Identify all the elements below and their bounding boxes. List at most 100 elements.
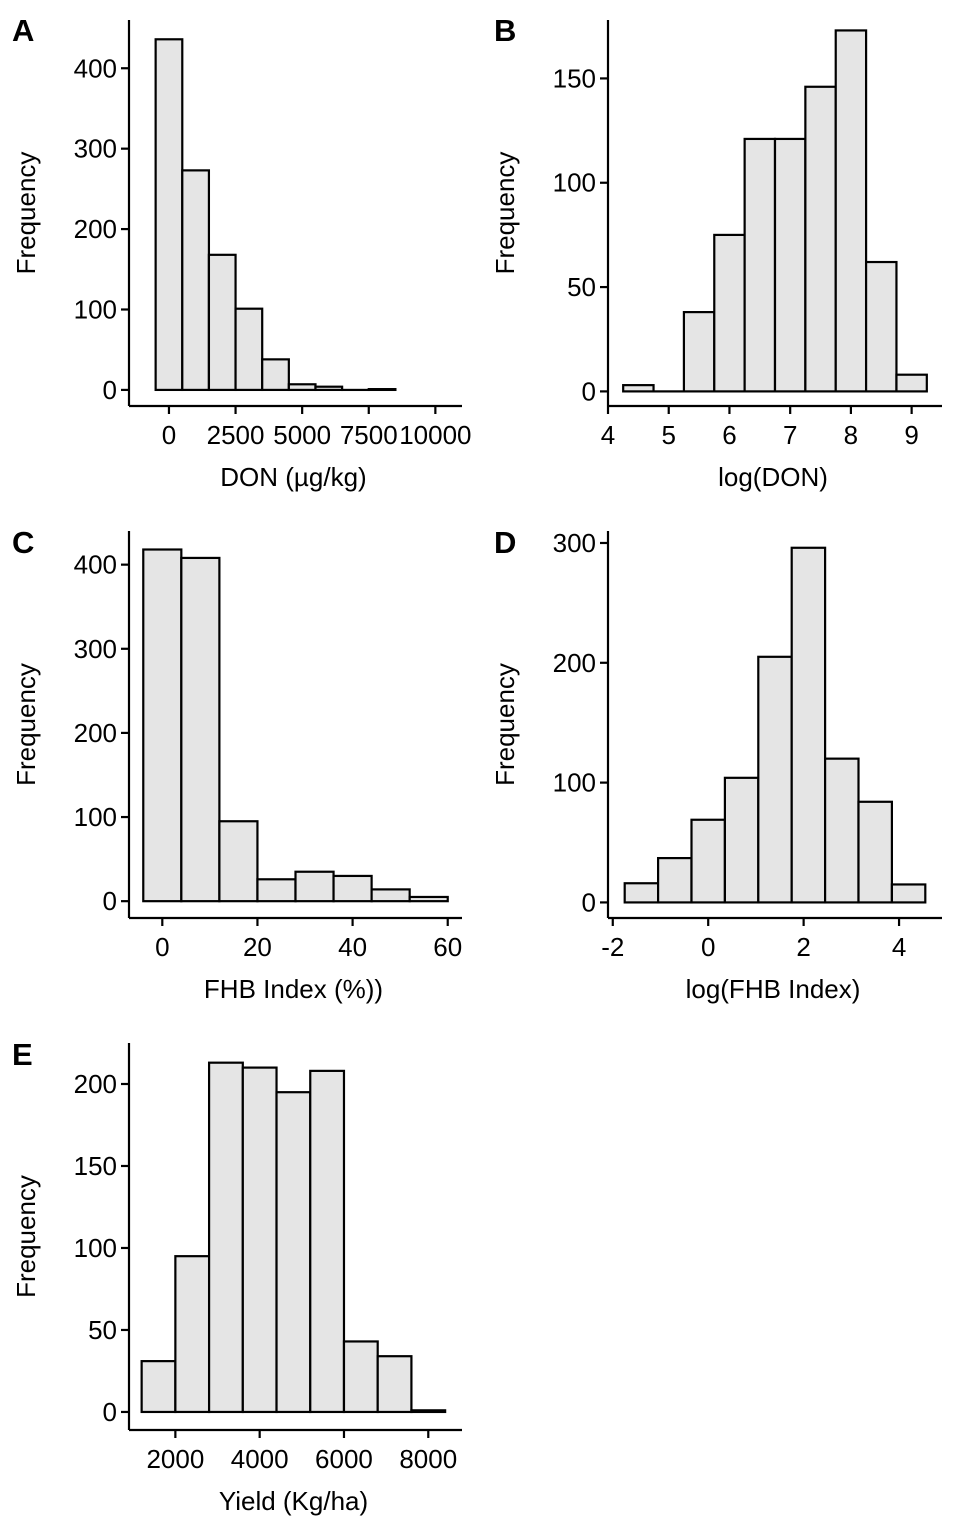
x-axis-title: DON (µg/kg) <box>220 462 366 492</box>
histogram-bar <box>234 307 264 392</box>
y-tick-label: 0 <box>582 376 596 406</box>
histogram-bar <box>834 29 868 393</box>
histogram-bar <box>154 38 184 392</box>
y-tick-label: 100 <box>553 768 596 798</box>
histogram-bar <box>857 800 894 904</box>
histogram-bar <box>656 856 693 904</box>
y-tick-label: 0 <box>582 887 596 917</box>
histogram-bar <box>804 85 837 393</box>
y-axis-title: Frequency <box>11 152 41 275</box>
x-tick-label: 8000 <box>399 1444 457 1474</box>
histogram-bar <box>174 1255 211 1414</box>
histogram-bar <box>342 1340 379 1414</box>
panel-e: E 2000 4000 6000 8000 0 50 100 150 200 Yield (Kg/h… <box>11 1037 462 1516</box>
x-axis-title: log(DON) <box>718 462 828 492</box>
histogram-bar <box>142 548 183 903</box>
histogram-bar <box>823 757 860 904</box>
x-tick-label: 8 <box>844 420 858 450</box>
histogram-bar <box>410 1409 447 1414</box>
histogram-bar <box>890 883 927 904</box>
histogram-bar <box>314 385 344 392</box>
y-tick-label: 300 <box>74 634 117 664</box>
histogram-bar <box>690 818 727 904</box>
y-tick-label: 50 <box>88 1315 117 1345</box>
histogram-bar <box>294 870 335 903</box>
panel-c: C 0 20 40 60 0 100 200 300 400 FHB Index (%)) Frequ… <box>11 525 462 1004</box>
histogram-bar <box>790 546 827 904</box>
histogram-bar <box>218 820 259 903</box>
y-tick-label: 150 <box>74 1151 117 1181</box>
y-tick-label: 0 <box>103 886 117 916</box>
histogram-bar <box>207 253 237 392</box>
panel-letter: B <box>494 13 516 48</box>
y-tick-label: 300 <box>74 134 117 164</box>
histogram-bar <box>773 137 807 393</box>
y-tick-label: 300 <box>553 528 596 558</box>
panel-a: A 0 2500 5000 7500 10000 0 100 200 300 400 DON (µg/… <box>11 13 472 492</box>
histogram-bar <box>682 311 716 393</box>
histogram-bar <box>623 882 660 904</box>
histogram-bar <box>408 895 449 903</box>
y-tick-label: 50 <box>567 272 596 302</box>
x-tick-label: 4 <box>601 420 615 450</box>
x-tick-label: 7 <box>783 420 797 450</box>
x-tick-label: 7500 <box>340 420 398 450</box>
x-tick-label: 6 <box>722 420 736 450</box>
panel-letter: E <box>12 1037 33 1072</box>
y-axis-title: Frequency <box>490 152 520 275</box>
y-tick-label: 100 <box>553 168 596 198</box>
y-tick-label: 150 <box>553 63 596 93</box>
y-tick-label: 200 <box>74 214 117 244</box>
panel-b: B 4 5 6 7 8 9 0 50 100 150 log(DON) Frequency <box>490 13 942 492</box>
histogram-bar <box>275 1091 312 1414</box>
x-tick-label: 60 <box>433 932 462 962</box>
histogram-bar <box>181 169 211 392</box>
y-axis-title: Frequency <box>490 663 520 786</box>
panel-letter: A <box>12 13 34 48</box>
x-tick-label: 4 <box>892 932 906 962</box>
y-axis-title: Frequency <box>11 1175 41 1298</box>
histogram-bar <box>367 388 397 392</box>
x-axis-title: FHB Index (%)) <box>204 974 383 1004</box>
x-tick-label: 6000 <box>315 1444 373 1474</box>
histogram-bar <box>713 233 746 393</box>
x-tick-label: 0 <box>162 420 176 450</box>
histogram-bar <box>241 1066 278 1414</box>
y-tick-label: 0 <box>103 1397 117 1427</box>
histogram-bar <box>743 137 777 393</box>
y-tick-label: 100 <box>74 1233 117 1263</box>
x-axis-title: log(FHB Index) <box>686 974 861 1004</box>
x-tick-label: 10000 <box>399 420 471 450</box>
x-tick-label: 5 <box>661 420 675 450</box>
histogram-bar <box>332 874 373 903</box>
histogram-bar <box>287 383 317 392</box>
x-axis-title: Yield (Kg/ha) <box>219 1486 368 1516</box>
panel-letter: C <box>12 525 34 560</box>
histogram-bar <box>140 1360 177 1414</box>
histogram-bar <box>757 655 793 904</box>
histogram-bar <box>376 1355 413 1414</box>
y-tick-label: 100 <box>74 295 117 325</box>
y-tick-label: 400 <box>74 53 117 83</box>
histogram-bar <box>895 373 928 393</box>
y-tick-label: 0 <box>103 375 117 405</box>
x-tick-label: 40 <box>338 932 367 962</box>
histogram-bar <box>256 878 297 903</box>
histogram-bar <box>207 1061 244 1414</box>
y-tick-label: 100 <box>74 802 117 832</box>
x-tick-label: 9 <box>904 420 918 450</box>
histogram-bar <box>370 888 411 903</box>
histogram-bar <box>261 358 290 392</box>
histogram-bar <box>864 260 898 393</box>
histogram-bar <box>309 1069 346 1414</box>
y-axis-title: Frequency <box>11 663 41 786</box>
y-tick-label: 400 <box>74 550 117 580</box>
panel-letter: D <box>494 525 516 560</box>
x-tick-label: -2 <box>601 932 624 962</box>
x-tick-label: 2 <box>796 932 810 962</box>
x-tick-label: 0 <box>155 932 169 962</box>
y-tick-label: 200 <box>74 1069 117 1099</box>
histogram-bar <box>180 556 221 903</box>
